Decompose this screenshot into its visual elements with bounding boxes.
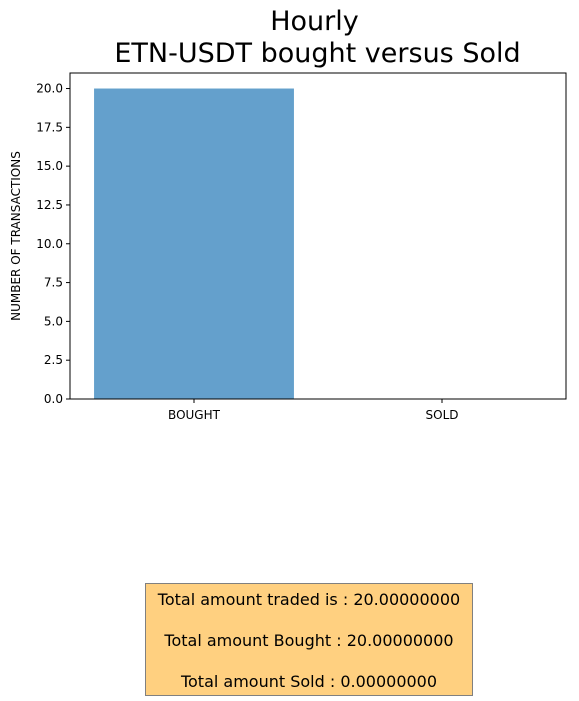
- y-tick-label: 20.0: [36, 82, 63, 96]
- chart-title: Hourly: [270, 6, 359, 37]
- total-sold-text: Total amount Sold : 0.00000000: [180, 672, 438, 691]
- y-tick-label: 7.5: [44, 276, 63, 290]
- plot-frame: [69, 72, 567, 400]
- y-tick-label: 0.0: [44, 392, 63, 406]
- chart-subtitle: ETN-USDT bought versus Sold: [114, 38, 521, 69]
- summary-box: Total amount traded is : 20.00000000 Tot…: [145, 583, 473, 696]
- y-tick-label: 17.5: [36, 120, 63, 134]
- bar-bought: [94, 88, 294, 400]
- x-tick-label: BOUGHT: [168, 408, 221, 422]
- y-tick-label: 12.5: [36, 198, 63, 212]
- total-bought-text: Total amount Bought : 20.00000000: [164, 631, 454, 650]
- y-tick-label: 5.0: [44, 314, 63, 328]
- x-tick-label: SOLD: [426, 408, 459, 422]
- y-tick-label: 2.5: [44, 353, 63, 367]
- y-tick-label: 10.0: [36, 237, 63, 251]
- total-traded-text: Total amount traded is : 20.00000000: [157, 590, 461, 609]
- y-tick-label: 15.0: [36, 159, 63, 173]
- y-axis-label: NUMBER OF TRANSACTIONS: [9, 151, 23, 321]
